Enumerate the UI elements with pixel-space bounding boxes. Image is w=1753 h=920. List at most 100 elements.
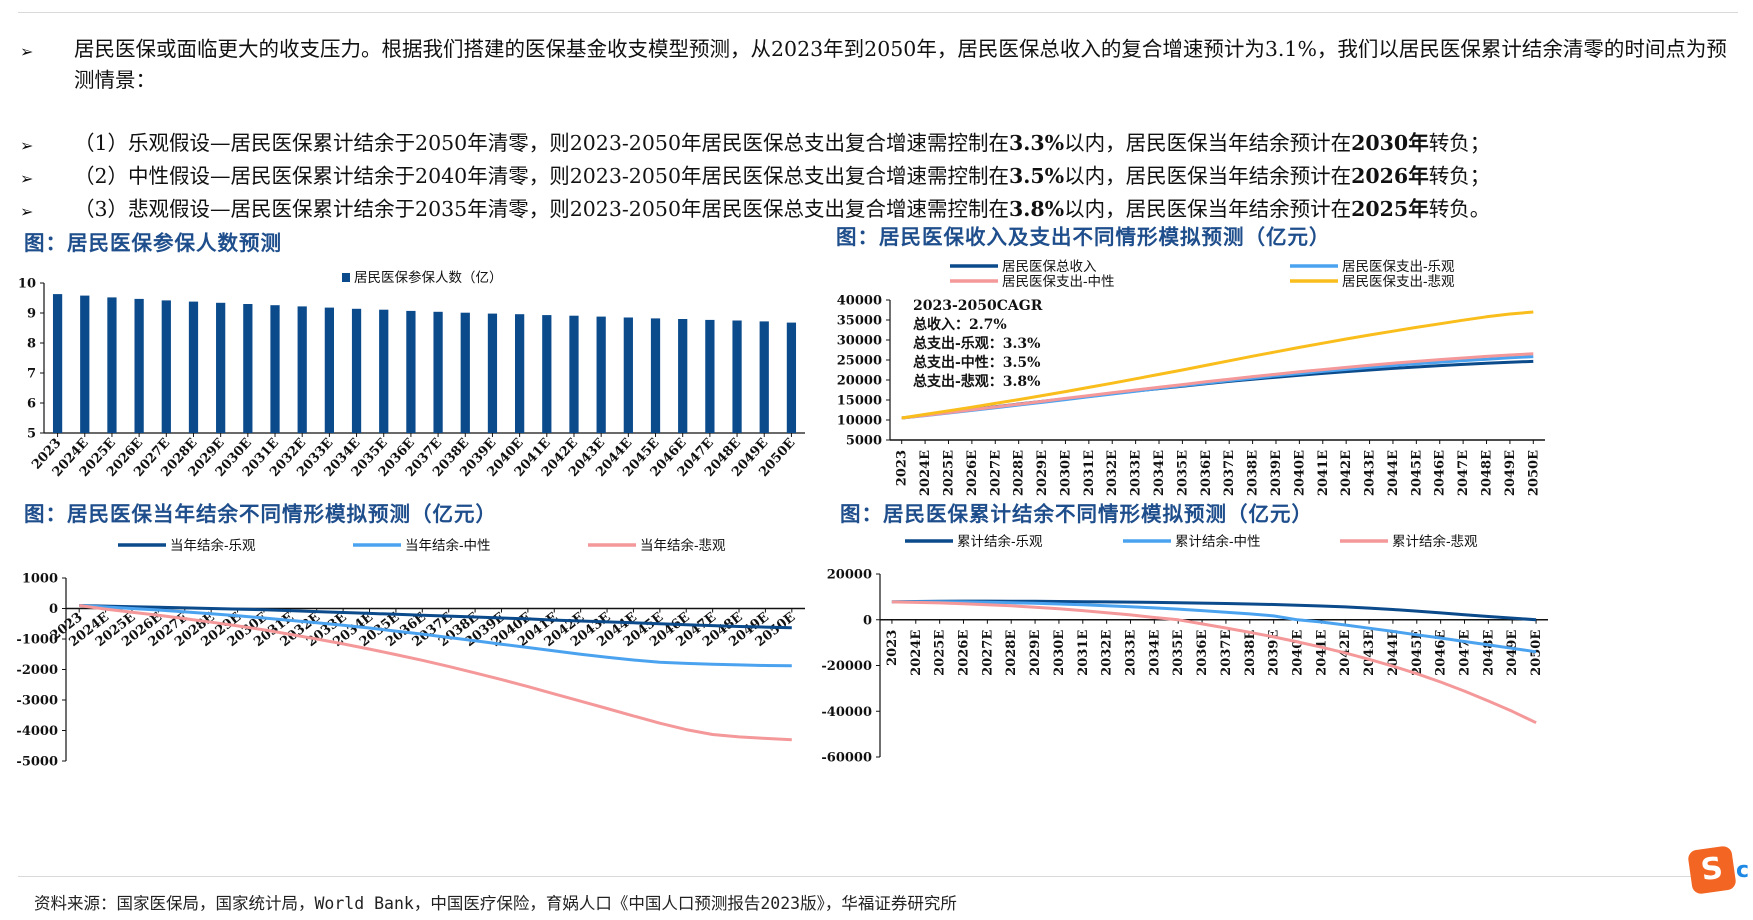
bar (379, 309, 389, 433)
scenario-text: （1）乐观假设—居民医保累计结余于2050年清零，则2023-2050年居民医保… (74, 131, 1009, 155)
bar (351, 308, 362, 433)
x-tick-label: 2033E (1124, 630, 1139, 676)
y-tick-label: 0 (49, 602, 58, 617)
bullet-list: ➢ 居民医保或面临更大的收支压力。根据我们搭建的医保基金收支模型预测，从2023… (20, 34, 1740, 227)
y-tick-label: 30000 (837, 334, 882, 349)
y-tick-label: 15000 (837, 394, 882, 409)
x-tick-label: 2037E (1222, 450, 1237, 496)
y-tick-label: -4000 (16, 724, 58, 739)
x-tick-label: 2026E (965, 450, 980, 496)
y-tick-label: -40000 (821, 705, 872, 720)
x-tick-label: 2025E (933, 630, 948, 676)
x-tick-label: 2041E (1314, 630, 1329, 676)
bar (406, 310, 416, 433)
x-tick-label: 2023 (885, 630, 900, 666)
bar (188, 301, 199, 433)
x-tick-label: 2049E (1505, 630, 1520, 676)
x-tick-label: 2026E (957, 630, 972, 676)
scenario-rate: 3.8% (1008, 197, 1065, 221)
y-tick-label: -60000 (821, 751, 872, 766)
legend-label: 当年结余-中性 (405, 537, 491, 554)
x-tick-label: 2047E (1458, 630, 1473, 676)
x-tick-label: 2046E (1434, 630, 1449, 676)
bar (759, 321, 769, 433)
bar (786, 322, 797, 433)
legend-label: 居民医保支出-乐观 (1342, 259, 1455, 275)
scenario-rate: 3.3% (1008, 131, 1065, 155)
x-tick-label: 2030E (1058, 450, 1073, 496)
x-tick-label: 2031E (1076, 630, 1091, 676)
x-tick-label: 2050E (1526, 450, 1541, 496)
annual-balance-line-chart: -5000-4000-3000-2000-10000100020232024E2… (16, 537, 805, 770)
bullet-intro: ➢ 居民医保或面临更大的收支压力。根据我们搭建的医保基金收支模型预测，从2023… (20, 34, 1740, 96)
bar (216, 302, 226, 433)
x-tick-label: 2047E (1456, 450, 1471, 496)
x-tick-label: 2036E (1199, 450, 1214, 496)
legend-label: 累计结余-中性 (1175, 533, 1261, 550)
y-tick-label: -1000 (16, 633, 58, 648)
legend-swatch (342, 273, 350, 282)
x-tick-label: 2050E (1529, 630, 1544, 676)
arrow-bullet-icon: ➢ (20, 136, 34, 155)
x-tick-label: 2029E (1035, 450, 1050, 496)
bullet-scenario-3: ➢ （3）悲观假设—居民医保累计结余于2035年清零，则2023-2050年居民… (20, 194, 1740, 227)
x-tick-label: 2048E (1481, 630, 1496, 676)
bar (161, 300, 171, 433)
scenario-text: 以内，居民医保当年结余预计在 (1064, 197, 1352, 221)
x-tick-label: 2034E (1147, 630, 1162, 676)
legend-label: 累计结余-乐观 (957, 533, 1043, 550)
logo-tail: c (1736, 858, 1750, 883)
x-tick-label: 2035E (1175, 450, 1190, 496)
bar (569, 315, 579, 433)
income-expense-line-chart: 5000 10000 15000 20000 25000 30000 35000 40000 2… (837, 259, 1545, 496)
bar (243, 304, 253, 433)
scenario-text: （2）中性假设—居民医保累计结余于2040年清零，则2023-2050年居民医保… (74, 164, 1009, 188)
x-tick-label: 2027E (988, 450, 1003, 496)
bar (732, 320, 742, 433)
y-tick-label: 5000 (846, 434, 882, 449)
scenario-text: 转负； (1428, 164, 1491, 188)
x-tick-label: 2033E (1129, 450, 1144, 496)
bar (596, 316, 606, 433)
scenario-year: 2026年 (1351, 164, 1429, 188)
series-line (901, 352, 1534, 420)
x-tick-label: 2037E (1219, 630, 1234, 676)
bar (705, 319, 715, 433)
bar (487, 313, 498, 433)
series-line (78, 604, 792, 742)
x-tick-label: 2043E (1362, 630, 1377, 676)
y-tick-label: 9 (27, 307, 36, 322)
legend-label: 当年结余-乐观 (170, 537, 256, 554)
y-tick-label: 35000 (837, 314, 882, 329)
bar (623, 317, 633, 433)
x-tick-label: 2039E (1269, 450, 1284, 496)
legend-label: 累计结余-悲观 (1392, 533, 1478, 550)
scenario-text: （3）悲观假设—居民医保累计结余于2035年清零，则2023-2050年居民医保… (74, 197, 1009, 221)
x-tick-label: 2027E (980, 630, 995, 676)
x-tick-label: 2024E (909, 630, 924, 676)
x-tick-label: 2032E (1100, 630, 1115, 676)
series-line (901, 310, 1534, 420)
y-tick-label: -3000 (16, 694, 58, 709)
scenario-year: 2025年 (1351, 197, 1429, 221)
series-line (79, 604, 792, 630)
legend-label: 居民医保支出-中性 (1002, 274, 1115, 290)
legend-label: 居民医保支出-悲观 (1342, 273, 1455, 290)
bar (324, 307, 334, 433)
scenario-text: 以内，居民医保当年结余预计在 (1064, 164, 1352, 188)
legend-label: 居民医保总收入 (1002, 259, 1097, 275)
bar (134, 298, 144, 433)
y-tick-label: 1000 (22, 572, 58, 587)
scenario-text: 转负。 (1428, 197, 1491, 221)
x-tick-label: 2046E (1433, 450, 1448, 496)
x-tick-label: 2025E (941, 450, 956, 496)
y-tick-label: -5000 (16, 755, 58, 770)
y-tick-label: 7 (27, 367, 36, 382)
cagr-annotation-line: 总收入：2.7% (913, 316, 1007, 333)
x-tick-label: 2048E (1480, 450, 1495, 496)
chart-title-enrollment: 图：居民医保参保人数预测 (24, 231, 282, 255)
series-line (891, 600, 1537, 654)
source-note: 资料来源：国家医保局，国家统计局，World Bank，中国医疗保险，育娲人口《… (34, 894, 957, 913)
y-tick-label: 20000 (827, 568, 872, 583)
